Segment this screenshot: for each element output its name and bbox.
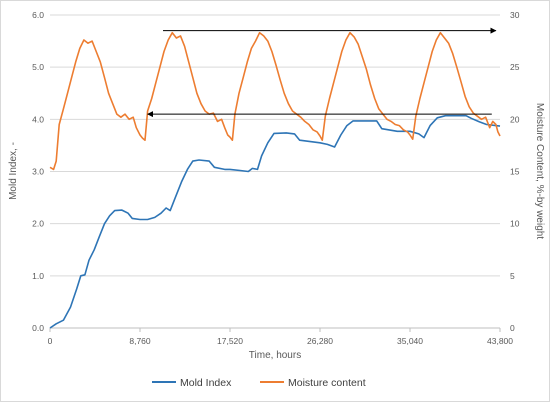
x-axis-tick-label: 8,760 <box>129 336 151 346</box>
left-axis-tick-label: 6.0 <box>32 10 44 20</box>
series-line-moisture-content <box>49 31 501 171</box>
left-axis-tick-label: 1.0 <box>32 271 44 281</box>
axes <box>49 327 501 332</box>
right-axis-tick-label: 0 <box>510 323 515 333</box>
tick-labels: 0.0 1.0 2.0 3.0 4.0 5.0 6.0 0 5 10 15 20 25 30 0 8,760 1… <box>32 10 520 346</box>
x-axis-tick-label: 43,800 <box>487 336 513 346</box>
legend-label-mold-index: Mold Index <box>180 377 232 389</box>
x-axis-title: Time, hours <box>249 350 301 361</box>
right-axis-tick-label: 5 <box>510 271 515 281</box>
annotation-arrows <box>147 27 497 118</box>
x-axis-tick-label: 0 <box>48 336 53 346</box>
gridlines <box>50 14 500 277</box>
right-axis-tick-label: 25 <box>510 62 520 72</box>
left-axis-tick-label: 4.0 <box>32 114 44 124</box>
legend: Mold Index Moisture content <box>152 377 366 389</box>
right-axis-tick-label: 10 <box>510 219 520 229</box>
left-axis-tick-label: 3.0 <box>32 167 44 177</box>
left-axis-tick-label: 2.0 <box>32 219 44 229</box>
left-axis-tick-label: 5.0 <box>32 62 44 72</box>
left-axis-tick-label: 0.0 <box>32 323 44 333</box>
x-axis-tick-label: 26,280 <box>307 336 333 346</box>
left-axis-title: Mold Index, - <box>8 142 19 200</box>
series-line-mold-index <box>49 114 501 329</box>
x-axis-tick-label: 35,040 <box>397 336 423 346</box>
series-lines <box>49 31 501 329</box>
right-axis-tick-label: 15 <box>510 167 520 177</box>
right-axis-title: Moisture Content, %-by weight <box>534 103 545 239</box>
legend-label-moisture-content: Moisture content <box>288 377 366 389</box>
right-axis-tick-label: 20 <box>510 114 520 124</box>
x-axis-tick-label: 17,520 <box>217 336 243 346</box>
right-axis-tick-label: 30 <box>510 10 520 20</box>
